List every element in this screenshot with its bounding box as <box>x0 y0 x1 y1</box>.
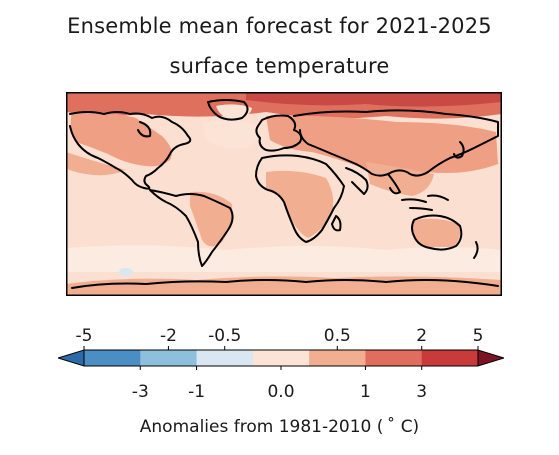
colorbar <box>58 346 504 370</box>
coastline-indonesia <box>401 194 449 211</box>
colorbar-frame <box>83 349 479 367</box>
colorbar-bin <box>84 350 141 366</box>
colorbar-bottom-tick-label: 1 <box>360 382 371 402</box>
coastline-north-america <box>69 111 192 190</box>
pacific-warm-band <box>66 152 126 176</box>
coastline-south-america <box>149 189 234 267</box>
colorbar-bins <box>84 350 479 366</box>
map-frame <box>66 92 502 296</box>
southern-ocean-cool-region <box>66 245 502 272</box>
map-title-line-1: Ensemble mean forecast for 2021-2025 <box>67 14 492 38</box>
colorbar-top-tick-label: -0.5 <box>208 326 242 346</box>
coastline-antarctica <box>71 279 499 289</box>
colorbar-bin <box>421 350 479 366</box>
coastline-new-zealand <box>473 241 479 259</box>
colorbar-bottom-tick-label: 0.0 <box>267 382 295 402</box>
colorbar-bottom-ticks <box>139 366 423 370</box>
arctic-hot-core <box>246 92 502 107</box>
colorbar-bottom-tick-label: -1 <box>188 382 206 402</box>
eurasia-warm-region <box>266 115 498 174</box>
map-title-line-2: surface temperature <box>169 54 390 78</box>
colorbar-top-tick-label: 0.5 <box>323 326 351 346</box>
coastline-se-asia <box>387 173 401 195</box>
coastlines <box>69 99 499 289</box>
colorbar-top-tick-label: 5 <box>472 326 484 346</box>
south-america-warm-region <box>190 191 233 247</box>
colorbar-top-ticks <box>83 346 479 350</box>
australia-warm-region <box>412 218 460 250</box>
colorbar-label: Anomalies from 1981-2010 ( ˚ C) <box>139 417 420 437</box>
coastline-madagascar <box>331 215 342 232</box>
colorbar-bin <box>196 350 254 366</box>
coastline-japan <box>453 141 465 159</box>
coastline-india <box>345 167 369 195</box>
colorbar-extend-right <box>477 349 504 367</box>
colorbar-bin <box>140 350 198 366</box>
coastline-hudson-bay <box>137 121 152 138</box>
colorbar-bin <box>309 350 366 366</box>
south-pacific-cool-spot <box>119 268 133 276</box>
colorbar-bottom-tick-label: -3 <box>131 382 149 402</box>
world-temperature-anomaly-map <box>66 92 502 296</box>
colorbar-bin <box>365 350 423 366</box>
north-atlantic-cool-region <box>202 120 259 149</box>
colorbar-bin <box>252 350 310 366</box>
south-asia-warm-region <box>366 162 434 196</box>
colorbar-top-tick-label: -2 <box>159 326 177 346</box>
coastline-greenland <box>207 99 249 121</box>
colorbar-bottom-tick-label: 3 <box>416 382 428 402</box>
colorbar-top-tick-label: 2 <box>416 326 428 346</box>
colorbar-top-tick-label: -5 <box>75 326 93 346</box>
africa-warm-region <box>266 170 334 238</box>
coastline-africa <box>255 154 345 243</box>
colorbar-extend-left <box>58 349 85 367</box>
coastline-asia <box>293 109 499 177</box>
coastline-australia <box>411 214 463 251</box>
coastline-europe <box>255 114 303 152</box>
